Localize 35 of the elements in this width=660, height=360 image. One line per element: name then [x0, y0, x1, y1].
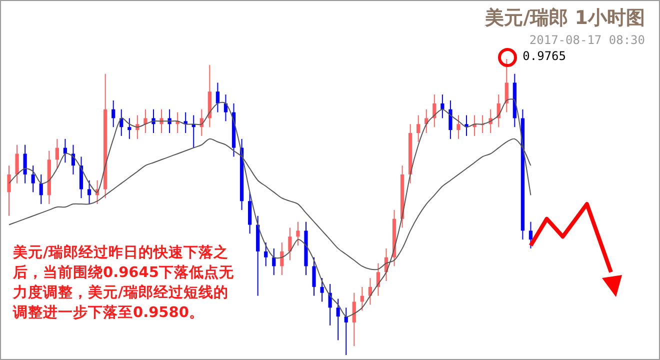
candlestick — [352, 292, 356, 347]
candlestick — [168, 108, 172, 134]
candlestick — [160, 108, 164, 134]
candlestick — [344, 307, 348, 356]
candlestick — [336, 298, 340, 341]
candlestick — [416, 114, 420, 142]
candlestick — [112, 100, 116, 128]
candlestick — [224, 94, 228, 122]
candlestick — [7, 165, 11, 216]
chart-subtitle: 2017-08-17 08:30 — [529, 33, 645, 47]
candlestick — [23, 144, 27, 184]
candlestick — [440, 94, 444, 119]
annotation: 0.9765 — [522, 49, 566, 64]
candlestick — [264, 242, 268, 267]
candlestick — [39, 174, 43, 205]
candlestick — [504, 58, 508, 113]
candlestick — [456, 114, 460, 140]
candlestick — [288, 227, 292, 261]
candlestick — [15, 144, 19, 184]
candlestick — [87, 180, 92, 205]
chart-title: 美元/瑞郎 1小时图 — [485, 6, 645, 31]
candlestick — [128, 118, 132, 140]
candlestick — [216, 82, 220, 113]
candlestick — [448, 100, 452, 140]
candlestick — [31, 165, 35, 193]
candlestick — [296, 221, 300, 246]
candlestick — [360, 286, 364, 312]
candlestick — [312, 256, 316, 296]
candlestick — [320, 278, 324, 302]
annotation: 美元/瑞郎经过昨日的快速下落之后，当前围绕0.9645下落低点无力度调整，美元/瑞郎经过短线的调整进一步下落至0.9580。 — [13, 243, 235, 323]
candlestick — [144, 108, 148, 134]
candlestick — [248, 192, 252, 234]
candlestick — [528, 221, 533, 249]
candlestick — [152, 108, 156, 134]
candlestick — [55, 138, 59, 170]
